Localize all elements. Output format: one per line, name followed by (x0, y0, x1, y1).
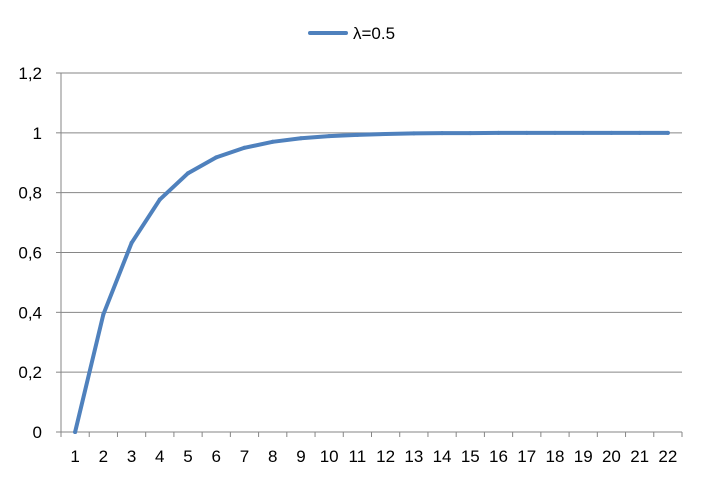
data-point (665, 130, 670, 135)
x-tick-label: 6 (212, 447, 221, 466)
x-tick-label: 8 (268, 447, 277, 466)
data-point (214, 155, 219, 160)
x-tick-label: 3 (127, 447, 136, 466)
data-point (609, 130, 614, 135)
y-tick-label: 0,6 (18, 244, 42, 263)
x-tick-label: 10 (320, 447, 339, 466)
x-tick-label: 13 (404, 447, 423, 466)
y-tick-label: 0,4 (18, 303, 42, 322)
y-tick-label: 0,8 (18, 184, 42, 203)
data-point (298, 136, 303, 141)
x-axis-tick-labels: 1 2 3 4 5 6 7 8 9 10 11 12 13 14 15 16 17 18 19 20 21 22 (60, 432, 683, 466)
data-point (355, 132, 360, 137)
x-tick-label: 11 (349, 447, 367, 466)
x-tick-label: 16 (489, 447, 508, 466)
data-point (73, 430, 78, 434)
y-tick-label: 0,2 (18, 363, 42, 382)
x-tick-label: 20 (602, 447, 621, 466)
gridlines (61, 72, 682, 373)
x-tick-label: 14 (433, 447, 452, 466)
data-point (581, 130, 586, 135)
x-tick-label: 18 (546, 447, 565, 466)
data-point (552, 130, 557, 135)
x-tick-label: 9 (296, 447, 305, 466)
data-point (327, 134, 332, 139)
y-axis-tick-labels: 0 0,2 0,4 0,6 0,8 1 1,2 (18, 64, 61, 442)
data-point (637, 130, 642, 135)
data-point (129, 240, 134, 245)
legend: λ=0.5 (308, 24, 395, 43)
x-tick-label: 21 (630, 447, 649, 466)
x-tick-label: 7 (240, 447, 249, 466)
x-tick-label: 19 (574, 447, 593, 466)
x-tick-label: 12 (376, 447, 395, 466)
x-tick-label: 15 (461, 447, 480, 466)
y-tick-label: 1,2 (18, 64, 42, 83)
y-tick-label: 1 (33, 124, 42, 143)
x-tick-label: 2 (99, 447, 108, 466)
data-point (468, 131, 473, 136)
series-group (73, 130, 670, 434)
data-point (440, 131, 445, 136)
data-point (101, 312, 106, 317)
y-tick-label: 0 (33, 423, 42, 442)
data-point (524, 130, 529, 135)
data-point (186, 171, 191, 176)
x-tick-label: 1 (70, 447, 79, 466)
data-point (242, 145, 247, 150)
x-tick-label: 5 (183, 447, 192, 466)
series-line (73, 130, 670, 434)
x-tick-label: 22 (658, 447, 677, 466)
data-point (411, 131, 416, 136)
x-tick-label: 17 (517, 447, 536, 466)
data-point (270, 139, 275, 144)
x-tick-label: 4 (155, 447, 164, 466)
legend-label: λ=0.5 (353, 24, 395, 43)
data-point (496, 130, 501, 135)
data-point (383, 132, 388, 137)
data-point (157, 197, 162, 202)
